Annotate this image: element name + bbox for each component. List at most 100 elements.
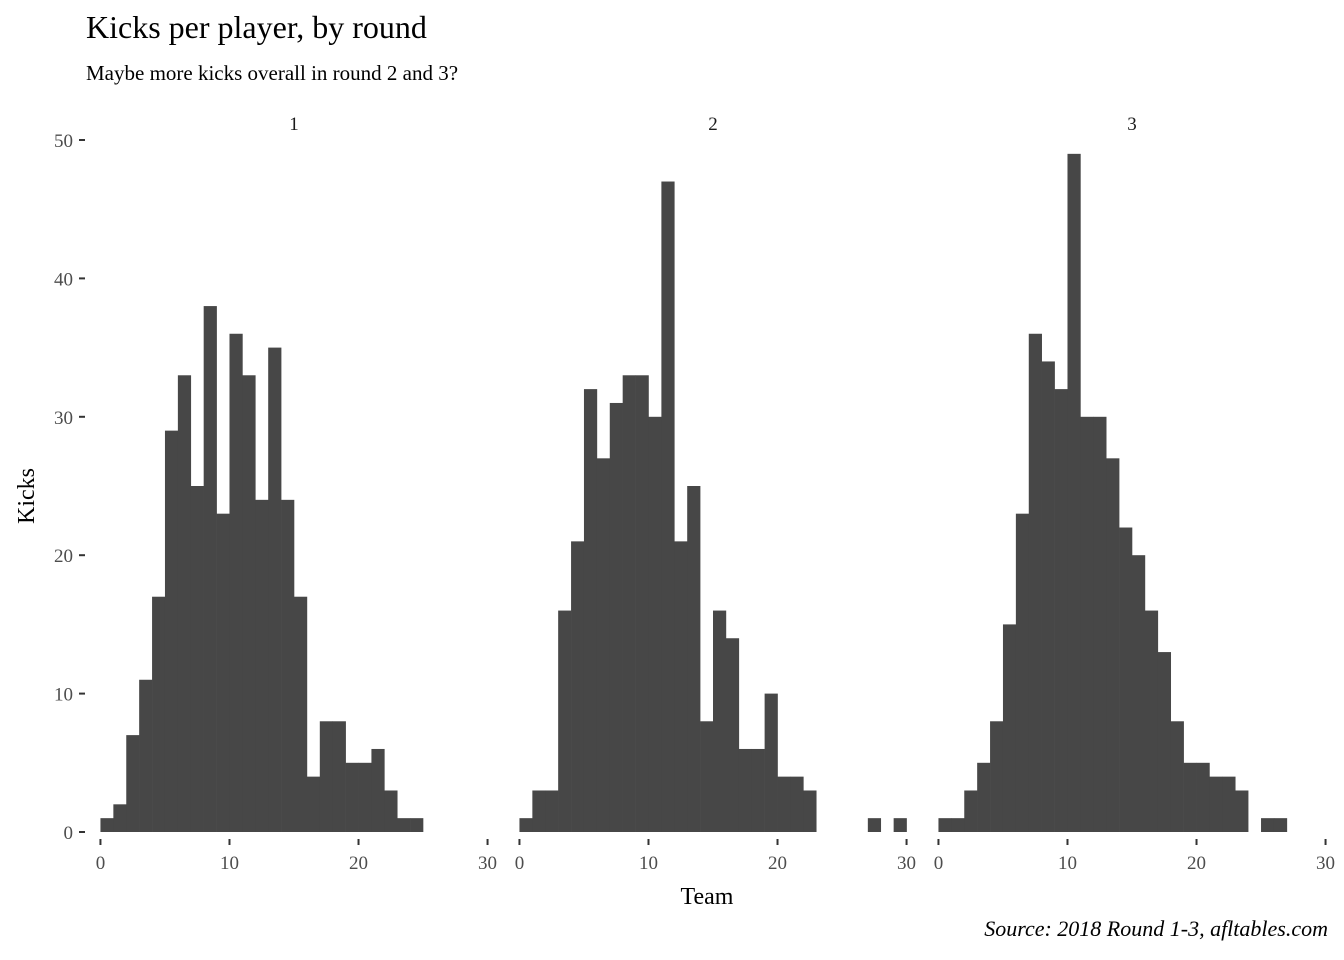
- histogram-bar: [790, 776, 804, 832]
- x-axis-title: Team: [681, 884, 734, 910]
- histogram-bar: [938, 818, 952, 832]
- y-tick-label: 30: [54, 408, 73, 429]
- histogram-bar: [674, 541, 688, 832]
- histogram-bar: [1028, 333, 1042, 832]
- histogram-bar: [700, 721, 714, 832]
- facet-strip-label: 3: [1127, 114, 1137, 135]
- histogram-bar: [648, 416, 662, 832]
- histogram-bar: [358, 762, 372, 832]
- chart-title: Kicks per player, by round: [86, 9, 427, 45]
- histogram-bar: [1196, 762, 1210, 832]
- histogram-bar: [1080, 416, 1094, 832]
- x-tick-label: 10: [639, 853, 658, 874]
- histogram-bar: [867, 818, 882, 832]
- histogram-bar: [1054, 389, 1068, 832]
- histogram-bar: [384, 790, 398, 832]
- facet-panel-1: 10 10 20 30: [96, 114, 497, 874]
- histogram-bar: [571, 541, 585, 832]
- histogram-bar: [1041, 361, 1055, 832]
- histogram-bar: [371, 748, 385, 832]
- histogram-bar: [216, 513, 230, 832]
- histogram-bar: [345, 762, 359, 832]
- histogram-bar: [268, 347, 282, 832]
- x-tick-label: 0: [96, 853, 106, 874]
- histogram-bar: [332, 721, 346, 832]
- x-tick-label: 30: [1316, 853, 1335, 874]
- histogram-bar: [532, 790, 546, 832]
- histogram-bar: [583, 389, 598, 832]
- histogram-bar: [751, 748, 765, 832]
- histogram-bar: [190, 486, 204, 832]
- histogram-bar: [738, 748, 753, 832]
- histogram-bar: [242, 375, 256, 832]
- histogram-bar: [661, 181, 675, 832]
- histogram-bar: [126, 735, 140, 832]
- histogram-bar: [990, 721, 1004, 832]
- histogram-bar: [1170, 721, 1184, 832]
- histogram-bar: [713, 610, 727, 832]
- histogram-bar: [764, 693, 778, 832]
- histogram-bar: [177, 375, 192, 832]
- histogram-bar: [1144, 610, 1159, 832]
- histogram-bar: [977, 762, 991, 832]
- y-tick-label: 50: [54, 131, 73, 152]
- x-tick-label: 20: [1187, 853, 1206, 874]
- x-tick-label: 0: [934, 853, 944, 874]
- histogram-bar: [319, 721, 334, 832]
- histogram-bar: [687, 486, 701, 832]
- x-tick-label: 30: [478, 853, 497, 874]
- histogram-bar: [1222, 776, 1236, 832]
- histogram-bar: [306, 776, 321, 832]
- histogram-bar: [229, 333, 243, 832]
- chart-caption: Source: 2018 Round 1-3, afltables.com: [984, 916, 1328, 941]
- histogram-bar: [519, 818, 533, 832]
- x-tick-label: 0: [515, 853, 525, 874]
- x-tick-label: 10: [1058, 853, 1077, 874]
- histogram-bar: [255, 499, 269, 832]
- facet-panel-3: 30 10 20 30: [934, 114, 1335, 874]
- histogram-bar: [164, 430, 179, 832]
- histogram-bar: [964, 790, 978, 832]
- facet-strip-label: 1: [289, 114, 299, 135]
- facet-panel-2: 20 10 20 30: [515, 114, 916, 874]
- histogram-bar: [152, 596, 166, 832]
- histogram-bar: [203, 306, 217, 833]
- histogram-bar: [1067, 153, 1081, 833]
- x-tick-label: 30: [897, 853, 916, 874]
- histogram-bar: [1183, 762, 1197, 832]
- histogram-bar: [1132, 555, 1146, 832]
- histogram-bar: [558, 610, 572, 832]
- histogram-bar: [1235, 790, 1249, 832]
- histogram-bar: [1119, 527, 1133, 832]
- histogram-bar: [1015, 513, 1030, 832]
- histogram-bar: [139, 679, 153, 832]
- histogram-bar: [1002, 624, 1017, 832]
- y-tick-label: 20: [54, 546, 73, 567]
- histogram-bar: [397, 818, 411, 832]
- histogram-bar: [635, 375, 649, 832]
- histogram-bar: [893, 818, 907, 832]
- chart-subtitle: Maybe more kicks overall in round 2 and …: [86, 61, 458, 85]
- histogram-bar: [281, 499, 295, 832]
- histogram-bar: [113, 804, 127, 832]
- y-axis-title: Kicks: [14, 468, 40, 524]
- histogram-bar: [951, 818, 965, 832]
- histogram-bar: [596, 458, 611, 832]
- x-tick-label: 20: [768, 853, 787, 874]
- histogram-bar: [100, 818, 114, 832]
- histogram-bar: [725, 638, 740, 832]
- histogram-bar: [1209, 776, 1223, 832]
- y-axis: 0 10 20 30 40 50: [54, 131, 85, 844]
- histogram-bar: [1273, 818, 1288, 832]
- x-tick-label: 20: [349, 853, 368, 874]
- y-tick-label: 0: [64, 823, 74, 844]
- histogram-bar: [777, 776, 791, 832]
- y-tick-label: 40: [54, 269, 73, 290]
- histogram-bar: [1093, 416, 1107, 832]
- histogram-bar: [294, 596, 308, 832]
- histogram-bar: [1261, 818, 1275, 832]
- histogram-bar: [1106, 458, 1120, 832]
- histogram-bar: [410, 818, 424, 832]
